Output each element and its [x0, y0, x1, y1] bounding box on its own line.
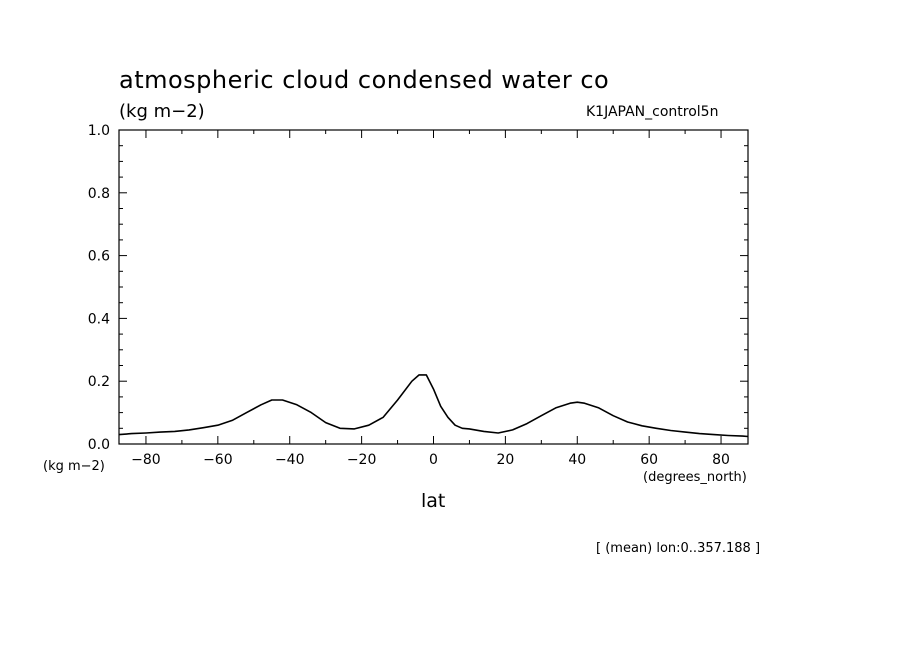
- y-tick-label: 0.2: [88, 374, 110, 390]
- x-axis-label: lat: [421, 490, 446, 512]
- x-tick-label: −60: [203, 452, 233, 468]
- y-tick-label: 0.0: [88, 437, 110, 453]
- mean-note: [ (mean) lon:0..357.188 ]: [596, 541, 761, 556]
- run-label: K1JAPAN_control5n: [586, 104, 719, 120]
- y-tick-label: 0.4: [88, 311, 110, 327]
- x-tick-label: 20: [496, 452, 514, 468]
- chart-title: atmospheric cloud condensed water co: [119, 66, 610, 94]
- minor-ticks: [119, 130, 748, 444]
- x-tick-label: 0: [429, 452, 438, 468]
- tick-labels: −80 −60 −40 −20 0 20 40 60 80 0.0 0.2 0.4 0.6 0.8 1.0: [88, 123, 730, 468]
- x-axis-units: (degrees_north): [643, 470, 747, 485]
- plot-frame: [118, 129, 749, 445]
- y-tick-label: 0.6: [88, 249, 110, 265]
- y-tick-label: 1.0: [88, 123, 110, 139]
- x-tick-label: −20: [347, 452, 377, 468]
- x-tick-label: −40: [275, 452, 305, 468]
- y-tick-label: 0.8: [88, 186, 110, 202]
- major-ticks: [119, 129, 748, 445]
- y-axis-units: (kg m−2): [43, 459, 105, 474]
- series-line: [118, 374, 749, 438]
- x-tick-label: 40: [568, 452, 586, 468]
- x-tick-label: 80: [712, 452, 730, 468]
- x-tick-label: 60: [640, 452, 658, 468]
- x-tick-label: −80: [131, 452, 161, 468]
- chart-units-label: (kg m−2): [119, 101, 205, 122]
